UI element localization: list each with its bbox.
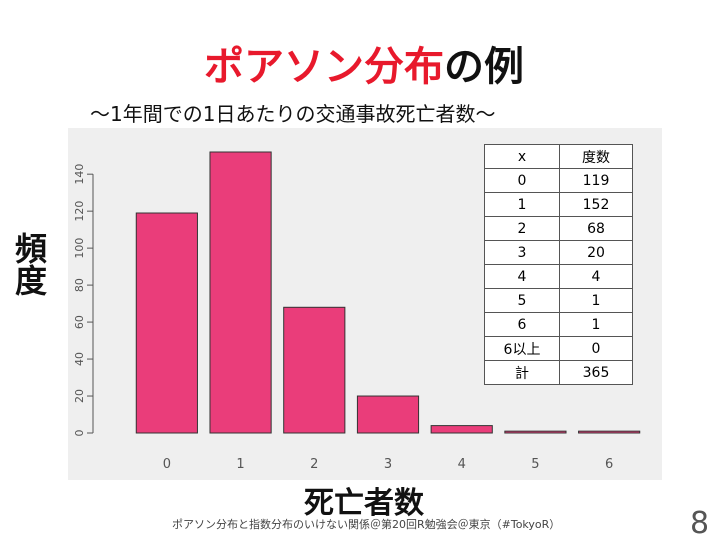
title-black: の例 bbox=[444, 44, 524, 90]
y-tick-label: 20 bbox=[73, 389, 86, 403]
x-tick-label: 2 bbox=[310, 457, 318, 472]
cell-frequency: 365 bbox=[559, 360, 633, 385]
cell-frequency: 20 bbox=[559, 240, 633, 265]
x-axis-label: 死亡者数 bbox=[304, 486, 424, 521]
x-tick-label: 1 bbox=[236, 457, 244, 472]
header-x: x bbox=[484, 144, 560, 169]
y-tick-label: 100 bbox=[73, 238, 86, 259]
footer-text: ポアソン分布と指数分布のいけない関係＠第20回R勉強会＠東京（#TokyoR） bbox=[172, 518, 561, 531]
table-header-row: x 度数 bbox=[484, 144, 633, 169]
x-tick-label: 6 bbox=[605, 457, 613, 472]
cell-x: 2 bbox=[484, 216, 560, 241]
y-tick-label: 140 bbox=[73, 164, 86, 185]
x-tick-label: 0 bbox=[163, 457, 171, 472]
bar bbox=[135, 212, 198, 434]
slide-subtitle: ～1年間での1日あたりの交通事故死亡者数～ bbox=[90, 102, 496, 126]
cell-frequency: 68 bbox=[559, 216, 633, 241]
cell-x: 6以上 bbox=[484, 336, 560, 361]
y-axis-label: 頻度 bbox=[10, 232, 48, 296]
cell-frequency: 0 bbox=[559, 336, 633, 361]
y-tick-label: 80 bbox=[73, 278, 86, 292]
x-tick-label: 5 bbox=[531, 457, 539, 472]
table-row: 3 20 bbox=[484, 240, 633, 265]
x-tick-label: 4 bbox=[458, 457, 466, 472]
bar bbox=[356, 395, 420, 434]
y-tick-label: 60 bbox=[73, 315, 86, 329]
x-tick-label: 3 bbox=[384, 457, 392, 472]
bar bbox=[283, 306, 346, 434]
y-tick-label: 0 bbox=[73, 430, 86, 437]
cell-x: 6 bbox=[484, 312, 560, 337]
cell-frequency: 1 bbox=[559, 312, 633, 337]
y-tick-label: 120 bbox=[73, 201, 86, 222]
cell-frequency: 119 bbox=[559, 168, 633, 193]
title-red: ポアソン分布 bbox=[204, 44, 444, 90]
table-row: 6以上 0 bbox=[484, 336, 633, 361]
cell-frequency: 1 bbox=[559, 288, 633, 313]
cell-x: 0 bbox=[484, 168, 560, 193]
y-tick-label: 40 bbox=[73, 352, 86, 366]
table-row: 計 365 bbox=[484, 360, 633, 385]
page-number: 8 bbox=[690, 506, 710, 541]
table-row: 1 152 bbox=[484, 192, 633, 217]
cell-frequency: 4 bbox=[559, 264, 633, 289]
table-row: 2 68 bbox=[484, 216, 633, 241]
bar bbox=[578, 430, 641, 434]
cell-x: 4 bbox=[484, 264, 560, 289]
cell-x: 計 bbox=[484, 360, 560, 385]
table-row: 0 119 bbox=[484, 168, 633, 193]
cell-frequency: 152 bbox=[559, 192, 633, 217]
header-frequency: 度数 bbox=[559, 144, 633, 169]
cell-x: 1 bbox=[484, 192, 560, 217]
cell-x: 3 bbox=[484, 240, 560, 265]
slide-title: ポアソン分布の例 bbox=[0, 40, 728, 94]
bar bbox=[430, 425, 493, 434]
frequency-table: x 度数 0 119 1 152 2 68 3 20 4 4 5 1 6 1 6以上 0 計 365 bbox=[484, 144, 633, 385]
bar bbox=[209, 151, 272, 434]
bar bbox=[504, 430, 567, 434]
cell-x: 5 bbox=[484, 288, 560, 313]
